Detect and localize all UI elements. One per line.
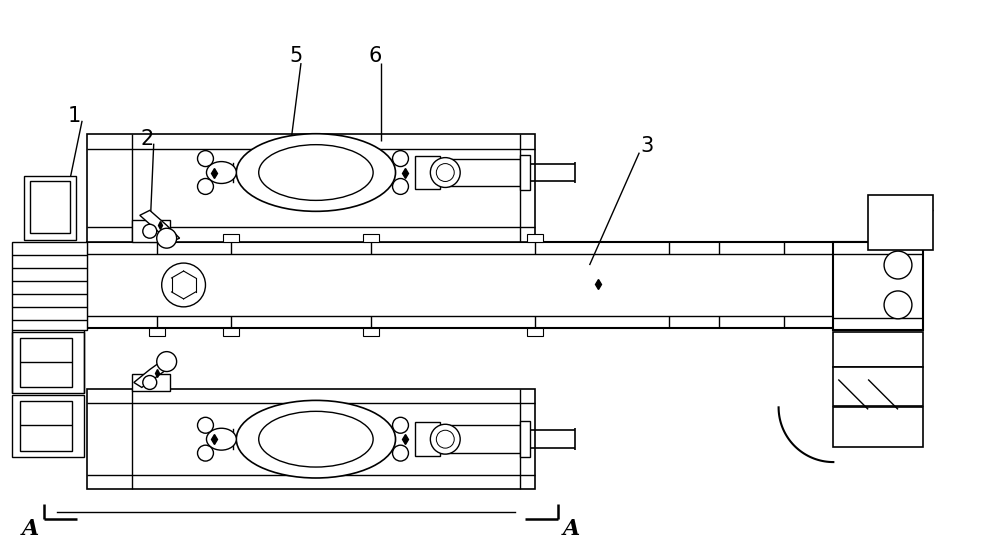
Bar	[363, 327, 379, 336]
Bar	[527, 327, 543, 336]
Text: 1: 1	[68, 106, 81, 126]
Text: A: A	[563, 518, 580, 540]
Bar	[833, 242, 923, 330]
Text: 5: 5	[289, 46, 303, 66]
Polygon shape	[140, 210, 180, 242]
Bar	[87, 389, 535, 489]
Bar	[87, 242, 873, 327]
Ellipse shape	[206, 162, 236, 183]
Bar	[520, 155, 530, 191]
Circle shape	[198, 151, 213, 167]
Ellipse shape	[206, 428, 236, 450]
Ellipse shape	[430, 157, 460, 187]
Bar	[87, 134, 535, 242]
Bar	[415, 156, 440, 190]
Ellipse shape	[236, 134, 396, 211]
Ellipse shape	[436, 430, 454, 448]
Bar	[12, 242, 87, 330]
Bar	[833, 366, 923, 406]
Circle shape	[198, 445, 213, 461]
Text: 2: 2	[140, 128, 153, 148]
Circle shape	[143, 375, 157, 389]
Ellipse shape	[436, 163, 454, 181]
Circle shape	[143, 224, 157, 238]
Circle shape	[884, 291, 912, 319]
Bar	[440, 425, 520, 453]
Circle shape	[198, 418, 213, 433]
Circle shape	[157, 229, 177, 248]
Bar	[132, 220, 170, 242]
Bar	[12, 395, 84, 457]
Text: A: A	[22, 518, 39, 540]
Ellipse shape	[259, 411, 373, 467]
Bar	[833, 332, 923, 366]
Bar	[527, 234, 543, 242]
Bar	[132, 374, 170, 391]
Circle shape	[162, 263, 205, 307]
Bar	[833, 408, 923, 447]
Circle shape	[393, 178, 408, 195]
Bar	[440, 158, 520, 186]
Bar	[520, 421, 530, 457]
Ellipse shape	[430, 424, 460, 454]
Bar	[415, 422, 440, 456]
Ellipse shape	[259, 145, 373, 200]
Bar	[223, 327, 239, 336]
Circle shape	[393, 151, 408, 167]
Bar	[20, 401, 72, 451]
Ellipse shape	[236, 400, 396, 478]
Bar	[24, 176, 76, 240]
Bar	[149, 234, 165, 242]
Bar	[868, 195, 933, 250]
Polygon shape	[134, 360, 174, 388]
Circle shape	[393, 445, 408, 461]
Bar	[149, 327, 165, 336]
Text: 3: 3	[641, 136, 654, 156]
Bar	[223, 234, 239, 242]
Bar	[363, 234, 379, 242]
Bar	[30, 181, 70, 233]
Bar	[20, 337, 72, 388]
Bar	[12, 332, 84, 394]
Circle shape	[198, 178, 213, 195]
Text: 6: 6	[369, 46, 382, 66]
Circle shape	[393, 418, 408, 433]
Circle shape	[157, 351, 177, 371]
Circle shape	[884, 251, 912, 279]
